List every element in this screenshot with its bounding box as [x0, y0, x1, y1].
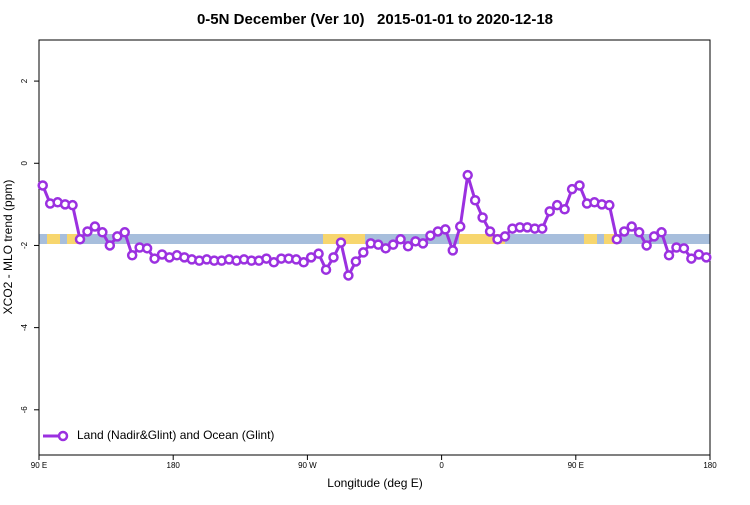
data-point — [484, 226, 496, 237]
legend-label: Land (Nadir&Glint) and Ocean (Glint) — [77, 428, 274, 442]
x-tick-label: 90 W — [298, 461, 317, 470]
data-point — [477, 212, 488, 223]
data-point — [678, 243, 690, 254]
data-point — [447, 245, 459, 256]
data-point — [350, 256, 362, 267]
data-point — [328, 252, 339, 263]
data-point — [104, 240, 116, 251]
chart-title: 0-5N December (Ver 10) 2015-01-01 to 202… — [197, 11, 553, 28]
data-point — [119, 227, 130, 238]
data-point — [559, 204, 570, 215]
data-point — [126, 250, 138, 261]
data-point — [574, 180, 585, 191]
data-point — [320, 264, 332, 275]
data-point — [149, 253, 160, 264]
data-point — [544, 206, 555, 217]
x-tick-label: 180 — [167, 461, 181, 470]
data-point — [358, 247, 369, 258]
y-tick-label: 2 — [20, 78, 29, 83]
data-point — [551, 199, 563, 211]
land-band — [47, 234, 60, 244]
data-point — [604, 199, 615, 211]
y-tick-label: -6 — [20, 406, 29, 414]
plot-frame — [38, 39, 711, 456]
data-point — [663, 250, 675, 261]
data-point — [440, 224, 451, 235]
ocean-band — [39, 234, 710, 244]
data-point — [469, 194, 481, 206]
land-band — [459, 234, 505, 244]
data-point — [112, 231, 123, 242]
land-band — [67, 234, 80, 244]
data-point — [313, 248, 324, 259]
land-band — [584, 234, 597, 244]
data-point — [425, 230, 436, 241]
data-point — [454, 221, 466, 232]
y-axis-label: XCO2 - MLO trend (ppm) — [1, 180, 15, 315]
data-point — [298, 257, 309, 268]
x-tick-label: 180 — [703, 461, 717, 470]
y-tick-label: -4 — [20, 324, 29, 332]
data-point — [67, 199, 78, 211]
x-tick-label: 0 — [439, 461, 444, 470]
data-point — [417, 238, 429, 249]
data-point — [626, 221, 637, 232]
data-point — [97, 227, 108, 238]
data-point — [335, 237, 347, 248]
data-point — [686, 253, 697, 264]
data-point — [74, 234, 86, 245]
data-point — [462, 169, 473, 181]
y-tick-label: -2 — [20, 241, 29, 249]
data-point — [141, 243, 153, 254]
x-axis-label: Longitude (deg E) — [327, 476, 422, 490]
legend-marker — [57, 430, 69, 442]
data-point — [537, 223, 548, 234]
data-point — [633, 227, 645, 238]
x-tick-label: 90 E — [568, 461, 584, 470]
data-point — [37, 180, 48, 191]
x-tick-label: 90 E — [31, 461, 47, 470]
data-point — [619, 226, 630, 237]
data-point — [611, 234, 623, 245]
y-tick-label: 0 — [20, 160, 29, 165]
data-point — [82, 226, 93, 237]
data-point — [701, 252, 712, 263]
data-point — [656, 227, 667, 238]
data-point — [499, 231, 511, 242]
data-point — [89, 221, 101, 232]
data-point — [395, 234, 406, 245]
data-point — [402, 241, 414, 252]
data-point — [648, 231, 660, 242]
data-point — [641, 240, 652, 251]
land-band — [604, 234, 617, 244]
data-point — [343, 270, 354, 281]
data-point — [387, 239, 399, 250]
